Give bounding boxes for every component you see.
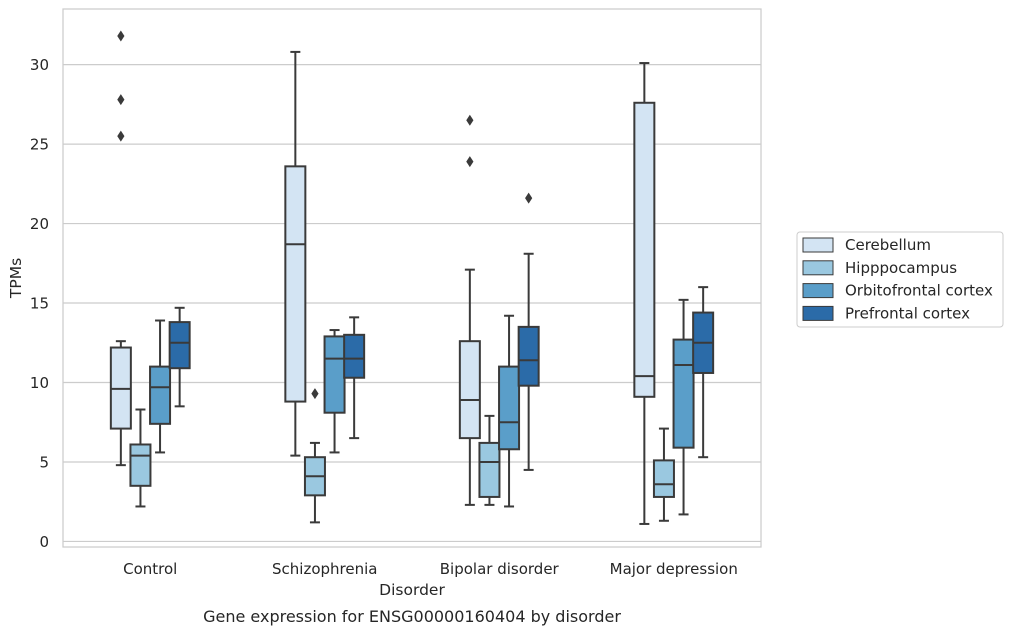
y-tick-label: 30 [30, 56, 49, 74]
y-tick-label: 20 [30, 215, 49, 233]
box-iqr [517, 325, 540, 387]
y-tick-label: 10 [30, 374, 49, 392]
box-iqr [343, 333, 366, 379]
box-hipppocampus-schizophrenia [303, 388, 326, 524]
x-tick-labels: Control Schizophrenia Bipolar disorder Majo… [123, 560, 738, 578]
box-cerebellum-control [109, 30, 132, 467]
outlier-point [117, 130, 125, 142]
outlier-point [311, 388, 319, 400]
legend-label: Cerebellum [845, 236, 931, 254]
box-orbitofrontal-cortex-schizophrenia [323, 329, 346, 454]
y-tick-label: 15 [30, 295, 49, 313]
box-iqr [633, 101, 656, 398]
legend-label: Hipppocampus [845, 259, 957, 277]
box-iqr [458, 340, 481, 440]
legend-label: Prefrontal cortex [845, 304, 970, 322]
box-orbitofrontal-cortex-control [149, 319, 172, 454]
box-iqr [168, 321, 191, 370]
legend: Cerebellum Hipppocampus Orbitofrontal cort… [796, 231, 1004, 328]
x-tick-label: Schizophrenia [272, 560, 377, 578]
box-cerebellum-major-depression [633, 62, 656, 525]
box-cerebellum-schizophrenia [284, 50, 307, 457]
plot-frame [62, 8, 762, 548]
y-tick-label: 25 [30, 136, 49, 154]
y-tick-label: 5 [39, 453, 49, 471]
box-hipppocampus-major-depression [652, 427, 675, 522]
outlier-point [525, 192, 533, 204]
box-prefrontal-cortex-major-depression [692, 286, 715, 459]
outlier-point [466, 114, 474, 126]
legend-swatch [802, 260, 834, 276]
legend-label: Orbitofrontal cortex [845, 282, 993, 300]
x-tick-label: Control [123, 560, 177, 578]
x-axis-label: Disorder [379, 581, 445, 599]
box-prefrontal-cortex-schizophrenia [343, 316, 366, 440]
box-iqr [652, 459, 675, 498]
legend-swatch [802, 305, 834, 321]
box-orbitofrontal-cortex-bipolar-disorder [498, 314, 521, 508]
y-axis-label: TPMs [7, 258, 25, 299]
legend-frame [796, 231, 1004, 328]
box-iqr [498, 365, 521, 451]
x-tick-label: Bipolar disorder [440, 560, 560, 578]
legend-swatch [802, 283, 834, 299]
outlier-point [117, 94, 125, 106]
box-hipppocampus-control [129, 408, 152, 508]
box-iqr [672, 338, 695, 449]
y-tick-label: 0 [39, 533, 49, 551]
box-orbitofrontal-cortex-major-depression [672, 298, 695, 516]
x-tick-label: Major depression [610, 560, 738, 578]
box-iqr [478, 441, 501, 498]
box-cerebellum-bipolar-disorder [458, 114, 481, 506]
box-hipppocampus-bipolar-disorder [478, 414, 501, 506]
y-tick-labels: 0 5 10 15 20 25 30 [30, 56, 49, 551]
box-iqr [149, 365, 172, 425]
box-prefrontal-cortex-bipolar-disorder [517, 192, 540, 471]
chart-title: Gene expression for ENSG00000160404 by d… [203, 607, 621, 626]
box-iqr [323, 335, 346, 414]
box-iqr [284, 165, 307, 403]
outlier-point [117, 30, 125, 42]
box-iqr [129, 443, 152, 487]
legend-swatch [802, 237, 834, 253]
box-prefrontal-cortex-control [168, 306, 191, 408]
box-plot-marks [109, 30, 715, 525]
outlier-point [466, 156, 474, 168]
